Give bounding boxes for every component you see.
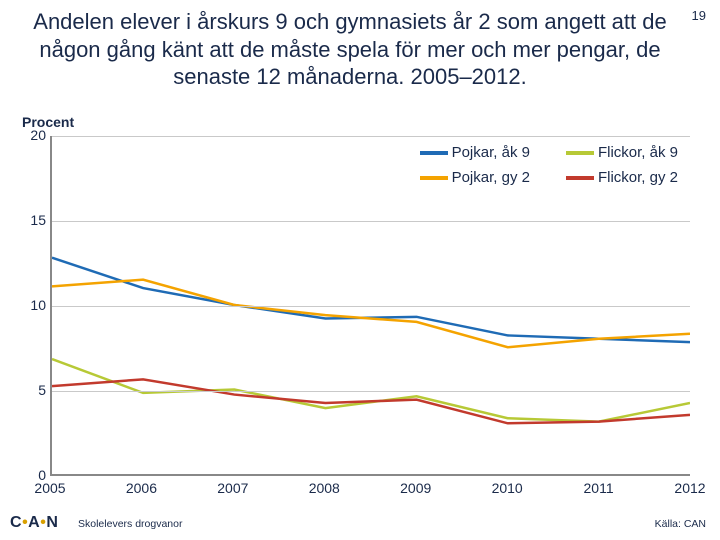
page-number: 19	[692, 8, 706, 23]
legend-item-pojkar_gy2: Pojkar, gy 2	[420, 169, 530, 186]
y-tick-label: 10	[22, 297, 46, 313]
chart-title: Andelen elever i årskurs 9 och gymnasiet…	[30, 8, 670, 91]
x-tick-label: 2009	[386, 480, 446, 496]
x-tick-label: 2012	[660, 480, 720, 496]
y-tick-label: 15	[22, 212, 46, 228]
legend-label: Flickor, åk 9	[598, 144, 678, 161]
x-tick-label: 2005	[20, 480, 80, 496]
series-line-pojkar_ak9	[52, 258, 690, 343]
grid-line	[52, 306, 690, 307]
legend-swatch	[566, 151, 594, 155]
x-tick-label: 2010	[477, 480, 537, 496]
legend-label: Pojkar, åk 9	[452, 144, 530, 161]
footer-left: Skolelevers drogvanor	[78, 518, 182, 530]
legend-label: Flickor, gy 2	[598, 169, 678, 186]
y-tick-label: 5	[22, 382, 46, 398]
legend-label: Pojkar, gy 2	[452, 169, 530, 186]
series-line-flickor_gy2	[52, 379, 690, 423]
x-tick-label: 2007	[203, 480, 263, 496]
legend-swatch	[566, 176, 594, 180]
x-tick-label: 2011	[569, 480, 629, 496]
legend-item-flickor_gy2: Flickor, gy 2	[566, 169, 678, 186]
x-tick-label: 2006	[111, 480, 171, 496]
chart-lines	[52, 136, 690, 474]
grid-line	[52, 136, 690, 137]
legend-swatch	[420, 151, 448, 155]
grid-line	[52, 221, 690, 222]
plot-area: Pojkar, åk 9 Flickor, åk 9 Pojkar, gy 2 Fli…	[50, 136, 690, 476]
legend-swatch	[420, 176, 448, 180]
footer-right: Källa: CAN	[655, 518, 706, 530]
x-tick-label: 2008	[294, 480, 354, 496]
y-tick-label: 20	[22, 127, 46, 143]
legend-item-flickor_ak9: Flickor, åk 9	[566, 144, 678, 161]
legend-item-pojkar_ak9: Pojkar, åk 9	[420, 144, 530, 161]
grid-line	[52, 391, 690, 392]
logo: C•A•N	[10, 514, 58, 532]
chart: Pojkar, åk 9 Flickor, åk 9 Pojkar, gy 2 Fli…	[22, 136, 702, 496]
slide: 19 Andelen elever i årskurs 9 och gymnas…	[0, 0, 720, 540]
legend: Pojkar, åk 9 Flickor, åk 9 Pojkar, gy 2 Fli…	[420, 144, 678, 186]
footer: C•A•N Skolelevers drogvanor Källa: CAN	[0, 510, 720, 534]
